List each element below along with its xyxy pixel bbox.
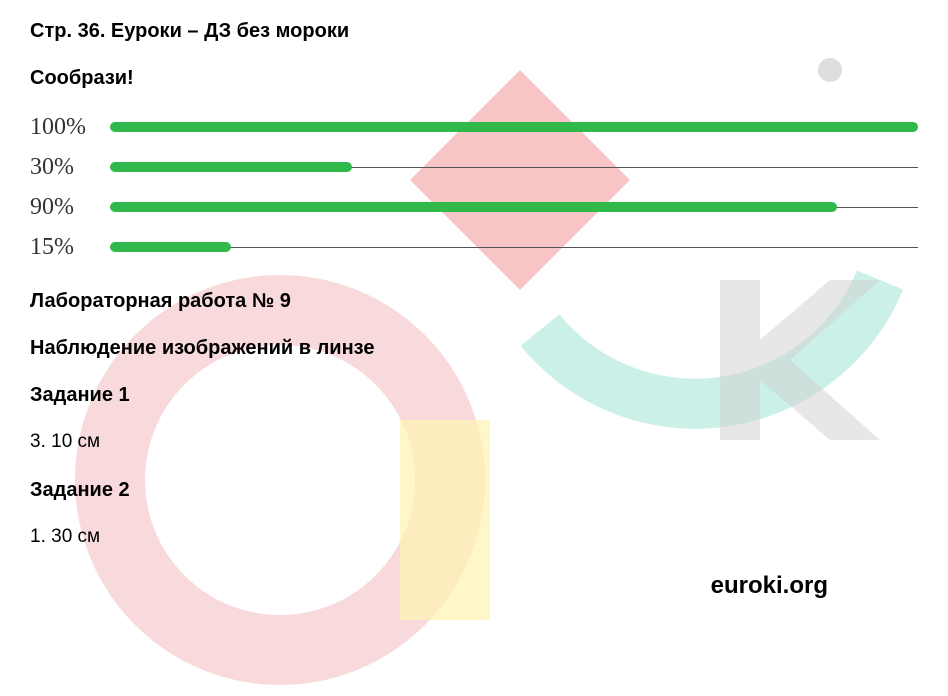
chart-bar-track xyxy=(110,194,918,220)
chart-label: 100% xyxy=(30,114,110,141)
chart-bar-track xyxy=(110,154,918,180)
chart-bar-track xyxy=(110,234,918,260)
page-title: Стр. 36. Еуроки – ДЗ без мороки xyxy=(30,20,918,43)
chart-bar-track xyxy=(110,114,918,140)
chart-track-line xyxy=(110,247,918,248)
task1-answer: 3. 10 см xyxy=(30,431,918,453)
chart-bar-fill xyxy=(110,122,918,132)
percent-bar-chart: 100% 30% 90% 15% xyxy=(30,114,918,260)
chart-bar-fill xyxy=(110,242,231,252)
chart-label: 90% xyxy=(30,194,110,221)
chart-bar-fill xyxy=(110,162,352,172)
chart-bar-fill xyxy=(110,202,837,212)
task2-label: Задание 2 xyxy=(30,479,918,502)
task1-label: Задание 1 xyxy=(30,384,918,407)
task2-answer: 1. 30 см xyxy=(30,526,918,548)
subtitle: Сообрази! xyxy=(30,67,918,90)
chart-row: 90% xyxy=(30,194,918,220)
lab-subtitle: Наблюдение изображений в линзе xyxy=(30,337,918,360)
chart-label: 30% xyxy=(30,154,110,181)
site-url-label: euroki.org xyxy=(711,572,828,600)
chart-row: 30% xyxy=(30,154,918,180)
lab-title: Лабораторная работа № 9 xyxy=(30,290,918,313)
chart-row: 15% xyxy=(30,234,918,260)
chart-label: 15% xyxy=(30,234,110,261)
chart-row: 100% xyxy=(30,114,918,140)
